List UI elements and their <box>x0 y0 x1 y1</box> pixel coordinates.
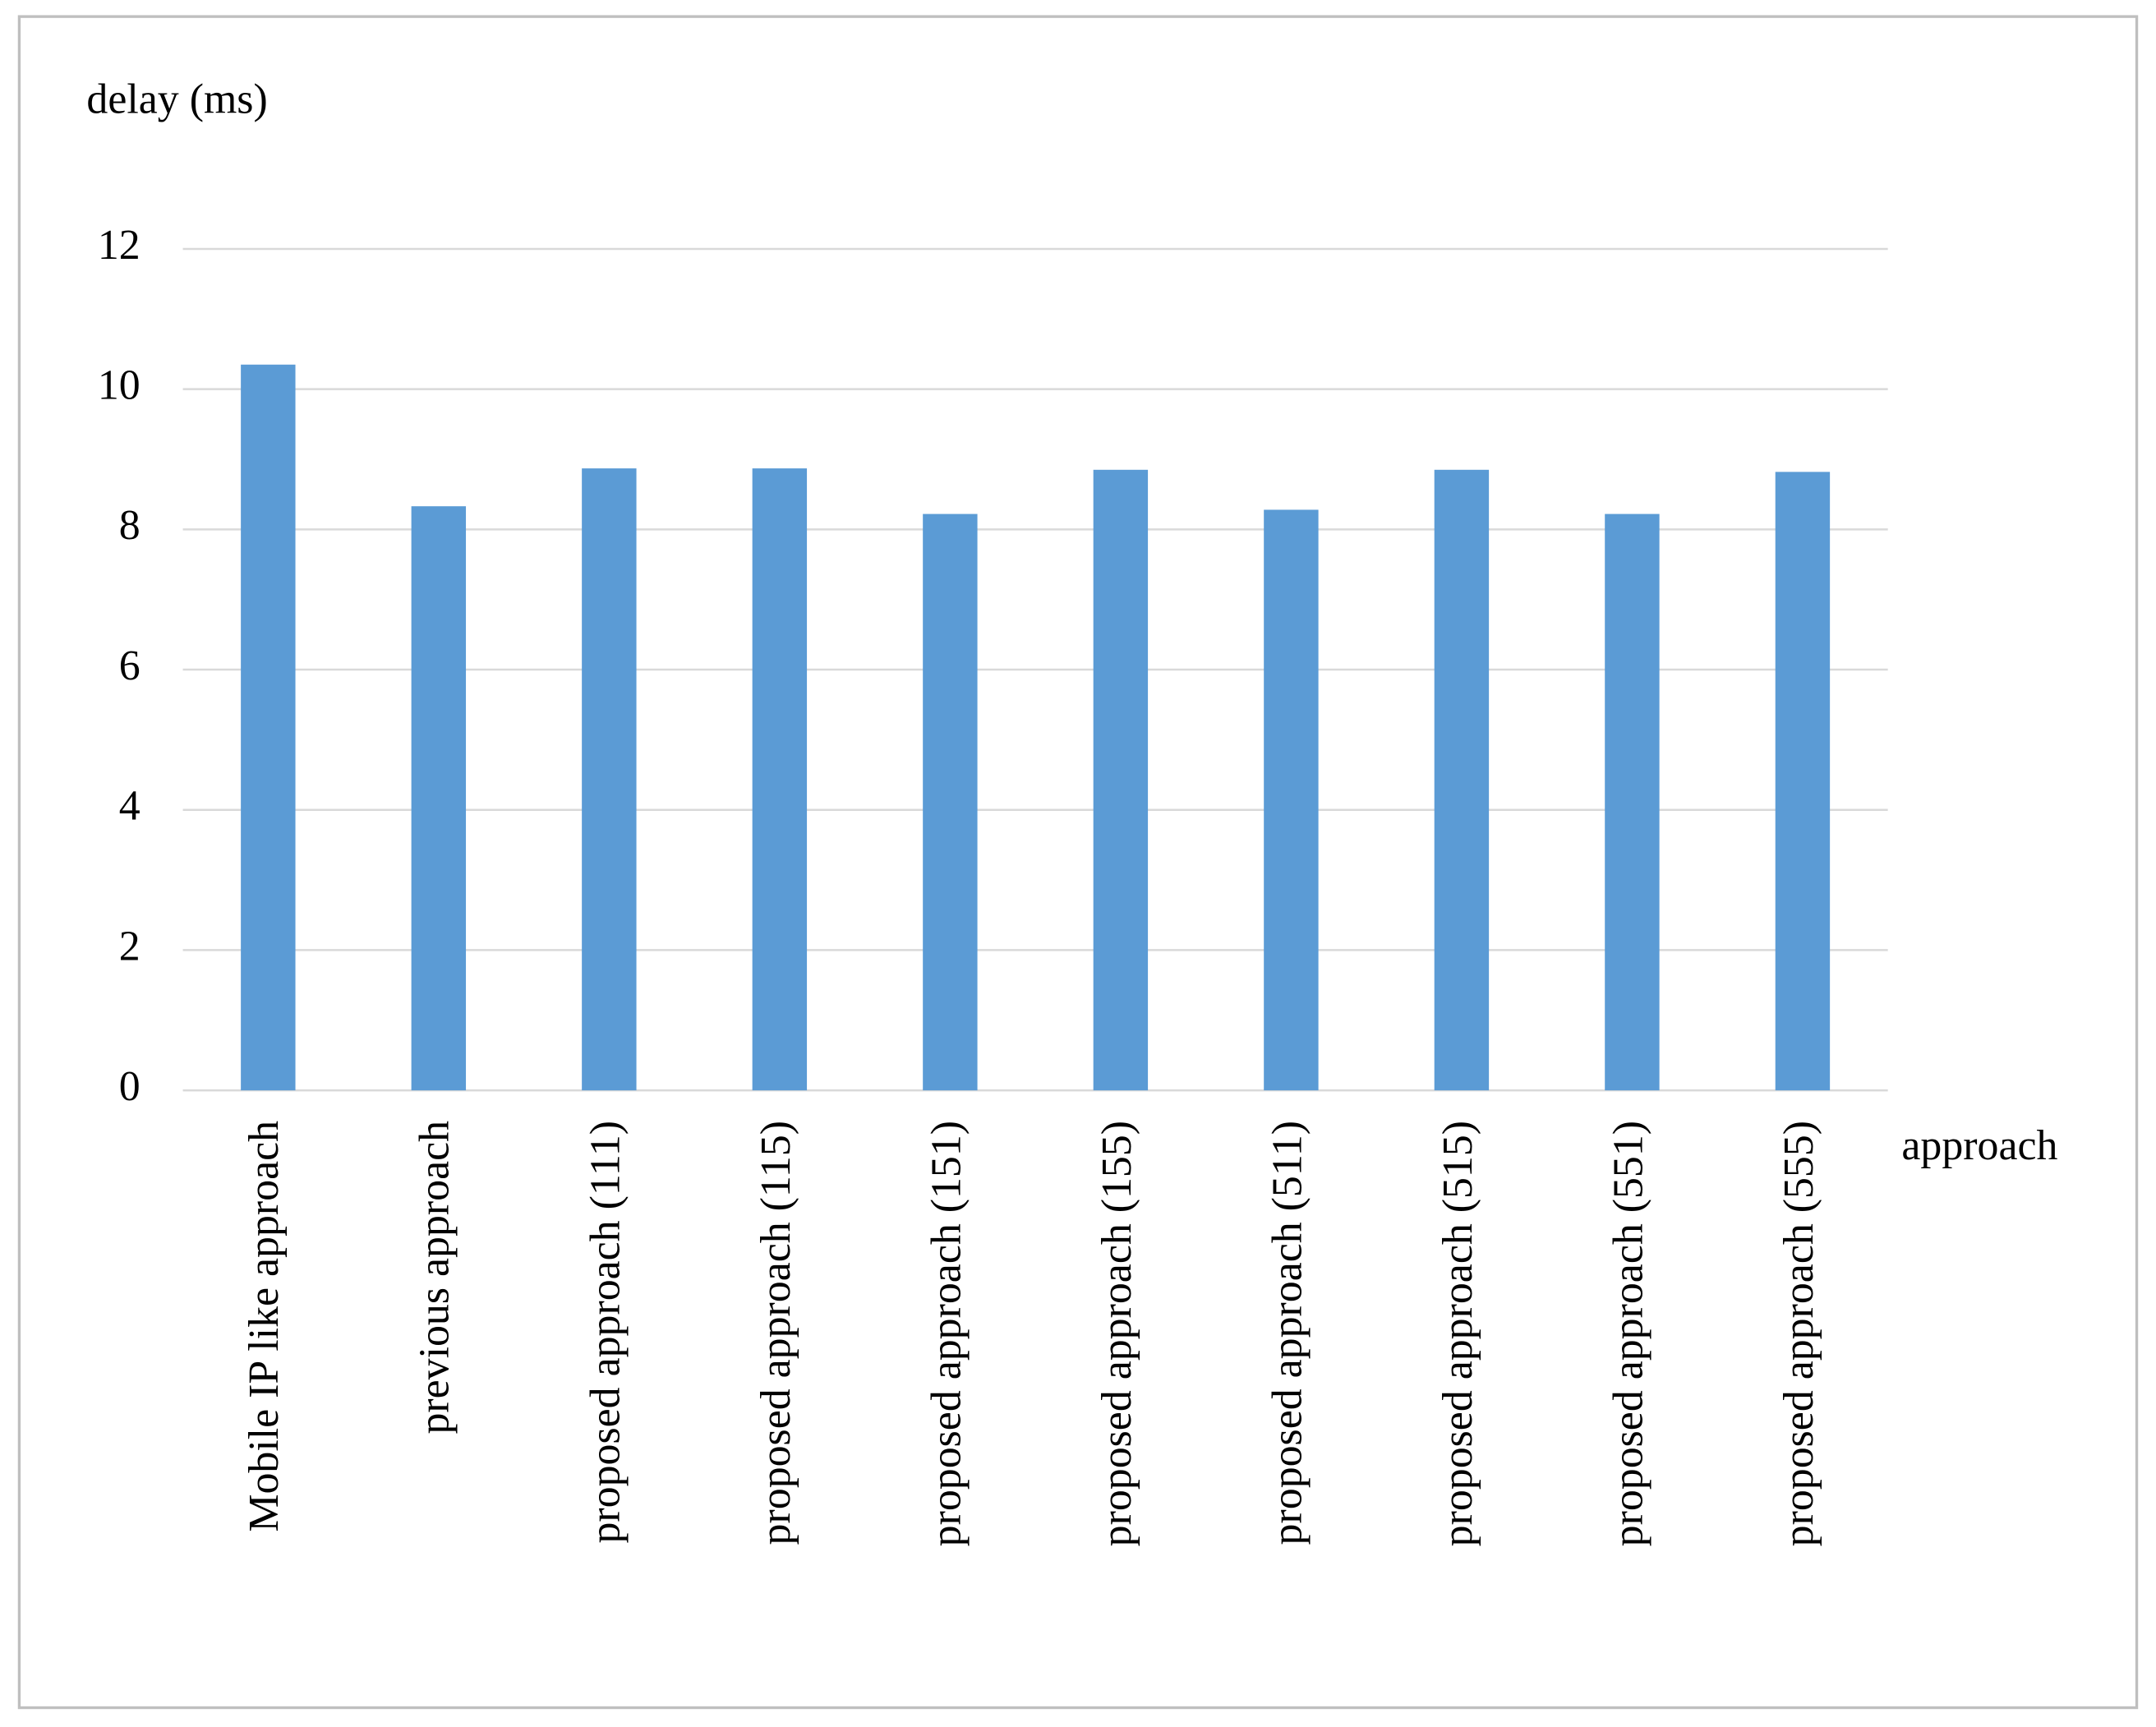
x-tick-label: proposed approach (115) <box>753 1121 799 1545</box>
x-tick-label: proposed approach (551) <box>1605 1121 1652 1546</box>
y-tick-label: 8 <box>119 502 141 549</box>
bar <box>752 468 808 1091</box>
bar <box>411 506 467 1091</box>
x-tick-label: previous approach <box>412 1121 458 1435</box>
x-tick-label: proposed approach (155) <box>1094 1121 1140 1546</box>
y-tick-label: 4 <box>119 783 141 830</box>
bar <box>1434 469 1490 1091</box>
x-tick-label: proposed approach (111) <box>582 1121 629 1544</box>
y-tick-label: 10 <box>98 362 141 409</box>
bar <box>1264 509 1319 1091</box>
bar <box>923 513 978 1091</box>
bar <box>1775 472 1831 1091</box>
y-axis-label: delay (ms) <box>86 76 267 122</box>
y-tick-label: 12 <box>98 222 141 269</box>
bar <box>1093 469 1149 1091</box>
y-tick-label: 0 <box>119 1063 141 1110</box>
bar <box>582 468 637 1091</box>
bar <box>241 364 296 1091</box>
x-tick-label: proposed approach (515) <box>1435 1121 1481 1546</box>
y-tick-label: 6 <box>119 642 141 689</box>
x-tick-label: proposed approach (151) <box>923 1121 970 1546</box>
x-axis-label: approach <box>1901 1122 2057 1169</box>
bar <box>1605 513 1660 1091</box>
y-tick-label: 2 <box>119 923 141 969</box>
x-tick-label: Mobile IP like approach <box>241 1121 288 1532</box>
x-tick-label: proposed approach (555) <box>1776 1121 1822 1546</box>
x-tick-label: proposed approach (511) <box>1264 1121 1311 1545</box>
